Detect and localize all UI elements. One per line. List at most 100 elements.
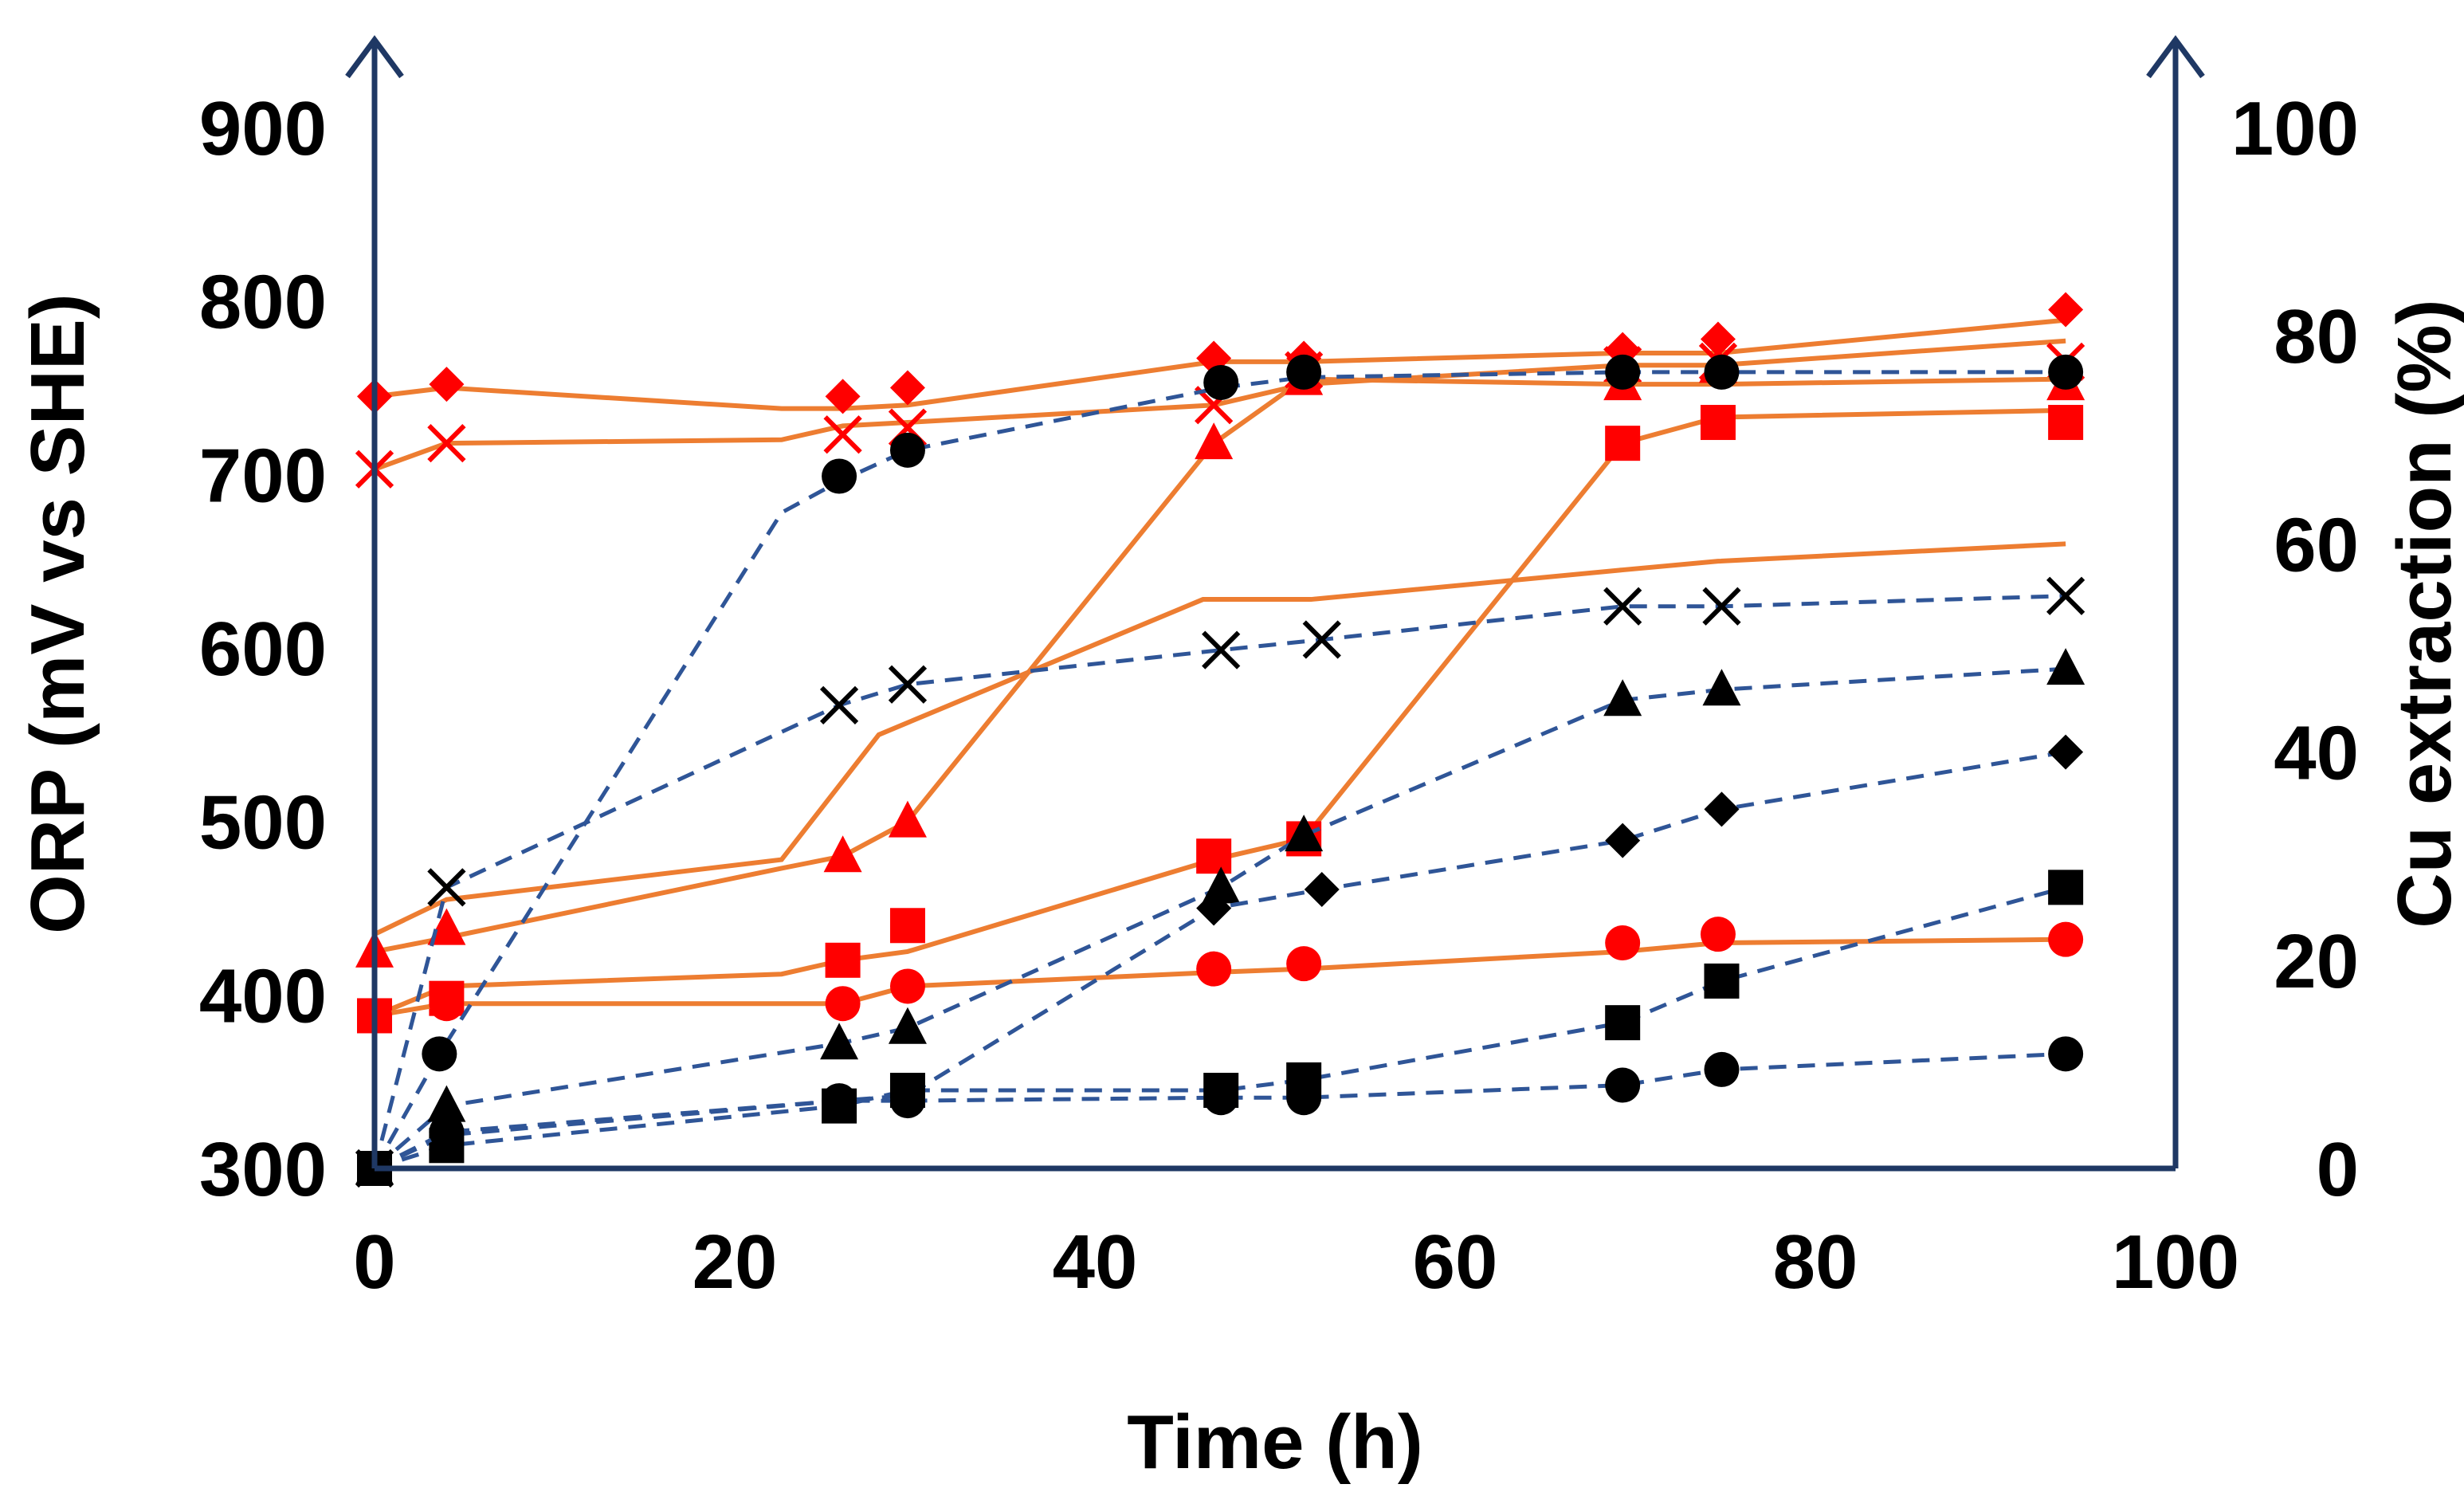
- x-tick-label-100: 100: [2112, 1219, 2239, 1305]
- cu-cu-circle-upper-point-1: [422, 1036, 457, 1072]
- cu-cu-diamond-point-8: [2048, 734, 2084, 770]
- tick-layer: 0 20 40 60 80 100 300 400 500 600 700 800 900 0 20 40 60…: [199, 86, 2359, 1305]
- right-y-tick-label-0: 0: [2317, 1127, 2359, 1212]
- axis-layer: [345, 35, 2205, 1172]
- cu-cu-cross-point-3-b: [888, 665, 928, 704]
- orp-orp-cross-line: [373, 338, 2066, 472]
- cu-cu-cross-point-8: [2046, 576, 2085, 615]
- orp-orp-circle-point-9: [2048, 921, 2084, 957]
- orp-orp-circle-point-5: [1196, 951, 1232, 987]
- left-y-tick-label-300: 300: [199, 1127, 327, 1212]
- right-y-tick-label-80: 80: [2274, 294, 2359, 379]
- right-y-tick-label-20: 20: [2274, 919, 2359, 1004]
- cu-cu-cross-point-1: [427, 868, 466, 907]
- x-tick-label-20: 20: [693, 1219, 778, 1305]
- cu-cu-triangle-point-8: [2046, 648, 2085, 685]
- cu-cu-diamond-point-7: [1704, 791, 1740, 827]
- cu-cu-circle-upper-point-9: [2048, 354, 2084, 390]
- cu-cu-cross-point-7-b: [1702, 587, 1741, 626]
- left-y-tick-label-700: 700: [199, 433, 327, 518]
- orp-orp-diamond-point-4: [889, 370, 925, 406]
- cu-cu-cross-point-1-b: [427, 868, 466, 907]
- orp-orp-open-line: [373, 541, 2066, 936]
- right-y-tick-label-40: 40: [2274, 711, 2359, 796]
- cu-cu-circle-lower-line: [373, 1051, 2066, 1171]
- orp-orp-diamond-point-9: [2048, 292, 2084, 328]
- orp-orp-circle-point-1: [429, 986, 465, 1022]
- orp-orp-circle-point-3: [825, 986, 861, 1022]
- orp-orp-square-point-9: [2048, 405, 2084, 441]
- cu-cu-triangle-point-5: [1285, 815, 1324, 852]
- cu-cu-circle-upper-point-8: [1704, 354, 1740, 390]
- x-tick-label-0: 0: [353, 1219, 395, 1305]
- orp-orp-diamond-line: [374, 317, 2066, 411]
- orp-orp-cross-point-3-b: [823, 415, 862, 454]
- orp-orp-square-point-5: [1196, 838, 1232, 874]
- cu-cu-triangle-point-7: [1702, 669, 1741, 706]
- orp-orp-square-point-8: [1700, 405, 1736, 441]
- orp-orp-circle-point-6: [1286, 946, 1322, 982]
- cu-cu-square-line: [374, 885, 2066, 1171]
- orp-orp-square-point-7: [1605, 426, 1641, 461]
- cu-cu-diamond-point-6: [1605, 823, 1641, 858]
- cu-cu-circle-lower-point-4: [1203, 1080, 1239, 1116]
- orp-orp-square-point-3: [825, 942, 861, 978]
- left-y-tick-label-600: 600: [199, 607, 327, 692]
- orp-orp-cross-point-1-b: [427, 424, 466, 463]
- x-tick-label-60: 60: [1413, 1219, 1498, 1305]
- orp-orp-triangle-point-5: [1195, 422, 1234, 460]
- orp-orp-triangle-point-1: [427, 908, 466, 945]
- cu-cu-square-point-6: [1605, 1005, 1641, 1041]
- x-axis-title: Time (h): [1127, 1400, 1423, 1485]
- cu-cu-cross-point-8-b: [2046, 576, 2085, 615]
- cu-cu-cross-point-3: [888, 665, 928, 704]
- cu-cu-circle-upper-line: [372, 370, 2066, 1170]
- cu-cu-circle-upper-point-3: [822, 458, 857, 494]
- orp-orp-square-line: [373, 407, 2066, 1019]
- orp-orp-cross-point-1: [427, 424, 466, 463]
- cu-cu-diamond-point-4: [1196, 890, 1232, 926]
- orp-orp-circle-point-8: [1700, 917, 1736, 952]
- cu-cu-triangle-point-1: [427, 1085, 466, 1122]
- left-y-tick-label-800: 800: [199, 260, 327, 345]
- x-tick-label-40: 40: [1053, 1219, 1138, 1305]
- cu-cu-circle-lower-point-6: [1605, 1067, 1641, 1103]
- right-y-axis-title: Cu extraction (%): [2382, 299, 2464, 928]
- left-y-tick-label-500: 500: [199, 780, 327, 866]
- orp-orp-square-point-4: [889, 908, 925, 944]
- cu-cu-cross-line: [372, 594, 2066, 1169]
- cu-cu-cross-point-2-b: [819, 685, 859, 724]
- right-y-tick-label-60: 60: [2274, 502, 2359, 587]
- orp-orp-circle-point-4: [889, 968, 925, 1004]
- orp-orp-diamond-point-3: [825, 379, 861, 414]
- cu-cu-circle-lower-point-1: [429, 1114, 465, 1150]
- x-tick-label-80: 80: [1773, 1219, 1858, 1305]
- orp-orp-circle-line: [374, 936, 2066, 1019]
- left-y-axis-title: ORP (mV vs SHE): [15, 293, 100, 934]
- cu-cu-cross-point-7: [1702, 587, 1741, 626]
- cu-cu-triangle-point-3: [888, 1007, 927, 1044]
- cu-cu-circle-lower-point-2: [822, 1083, 857, 1119]
- cu-cu-circle-lower-point-8: [2048, 1036, 2084, 1072]
- cu-cu-square-point-7: [1704, 963, 1740, 999]
- cu-cu-circle-lower-point-3: [889, 1083, 925, 1119]
- cu-cu-circle-upper-point-6: [1286, 354, 1322, 390]
- orp-orp-triangle-point-3: [823, 835, 862, 873]
- right-y-tick-label-100: 100: [2231, 86, 2359, 171]
- right-axis-arrow-icon: [2146, 35, 2205, 79]
- cu-cu-circle-upper-point-4: [889, 432, 925, 468]
- cu-cu-circle-upper-point-7: [1605, 354, 1641, 390]
- cu-cu-circle-lower-point-5: [1286, 1080, 1322, 1116]
- cu-cu-cross-point-4: [1202, 630, 1241, 669]
- cu-cu-circle-upper-point-5: [1203, 364, 1239, 400]
- cu-cu-cross-point-5: [1302, 620, 1341, 659]
- cu-cu-circle-lower-point-7: [1704, 1051, 1740, 1087]
- cu-cu-cross-point-6-b: [1603, 587, 1642, 626]
- orp-orp-diamond-point-1: [429, 367, 465, 402]
- left-y-tick-label-900: 900: [199, 86, 327, 171]
- cu-cu-triangle-point-2: [820, 1023, 859, 1060]
- cu-cu-cross-point-5-b: [1302, 620, 1341, 659]
- cu-cu-triangle-point-6: [1603, 679, 1642, 717]
- series-layer: [355, 292, 2085, 1188]
